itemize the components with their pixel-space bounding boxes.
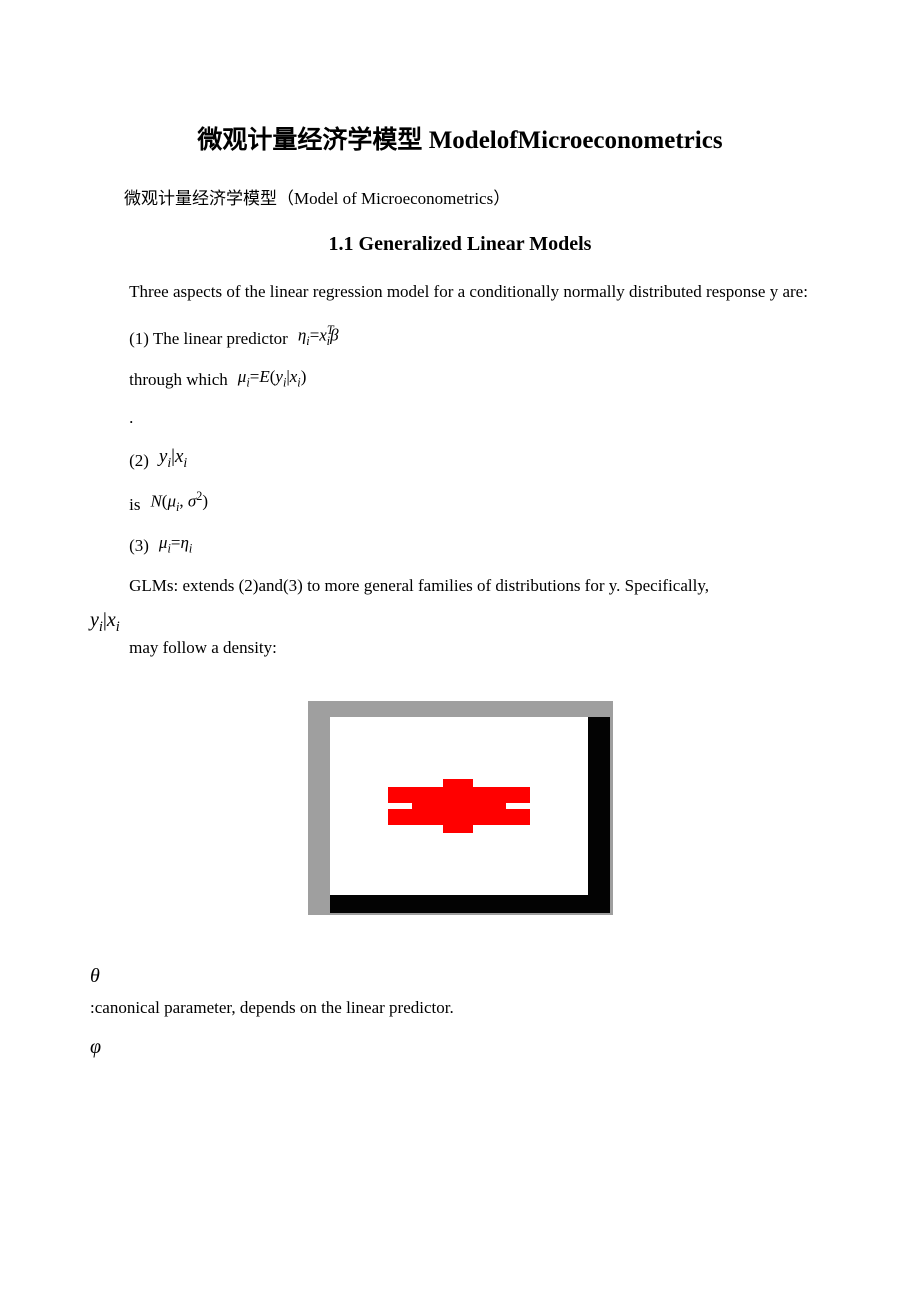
mu: μ: [167, 492, 176, 511]
sub-i2: i: [116, 619, 120, 635]
section-heading: 1.1 Generalized Linear Models: [90, 233, 830, 256]
sub-i2: i: [183, 455, 187, 470]
y: y: [275, 367, 283, 386]
item-3-prefix: (3): [129, 536, 149, 556]
is-line: is N(μi, σ2): [129, 489, 830, 515]
beta: β: [330, 325, 338, 344]
theta-symbol: θ: [90, 965, 830, 988]
N: N: [150, 492, 161, 511]
dot-line: .: [129, 408, 830, 428]
y: y: [90, 609, 99, 631]
through-which-formula: μi=E(yi|xi): [238, 367, 307, 390]
equals: =: [310, 325, 320, 344]
subtitle-line: 微观计量经济学模型（Model of Microeconometrics）: [90, 184, 830, 209]
phi-symbol: φ: [90, 1036, 830, 1059]
item-3-formula: μi=ηi: [159, 533, 192, 556]
E: E: [259, 367, 269, 386]
rparen: ): [202, 492, 208, 511]
comma: ,: [179, 492, 188, 511]
is-text: is: [129, 495, 140, 515]
sub-i2: i: [189, 541, 192, 555]
glm-paragraph: GLMs: extends (2)and(3) to more general …: [90, 574, 830, 599]
item-1: (1) The linear predictor ηi=xTiβ: [129, 323, 830, 349]
equals: =: [250, 367, 260, 386]
subtitle-en: Model of Microeconometrics: [294, 189, 493, 208]
eta: η: [180, 533, 188, 552]
rparen: ): [301, 367, 307, 386]
item-1-prefix: (1) The linear predictor: [129, 329, 288, 349]
item-2-prefix: (2): [129, 451, 149, 471]
x: x: [319, 325, 327, 344]
document-page: 微观计量经济学模型 ModelofMicroeconometrics 微观计量经…: [0, 0, 920, 1125]
item-1-formula: ηi=xTiβ: [298, 323, 339, 349]
is-formula: N(μi, σ2): [150, 489, 208, 515]
theta-description: :canonical parameter, depends on the lin…: [90, 998, 830, 1018]
placeholder-icon: [308, 701, 613, 915]
may-follow: may follow a density:: [90, 636, 830, 661]
intro-paragraph: Three aspects of the linear regression m…: [90, 280, 830, 305]
through-which-text: through which: [129, 370, 228, 390]
item-2-formula: yi|xi: [159, 446, 187, 471]
glm-text: GLMs: extends (2)and(3) to more general …: [129, 576, 709, 595]
item-3: (3) μi=ηi: [129, 533, 830, 556]
glm-inline-formula: yi|xi: [90, 609, 830, 636]
subtitle-close: ）: [493, 189, 510, 208]
item-2: (2) yi|xi: [129, 446, 830, 471]
title-zh: 微观计量经济学模型: [197, 127, 422, 154]
page-title: 微观计量经济学模型 ModelofMicroeconometrics: [90, 120, 830, 156]
x: x: [107, 609, 116, 631]
placeholder-image-block: [90, 701, 830, 915]
through-which-line: through which μi=E(yi|xi): [129, 367, 830, 390]
title-en: ModelofMicroeconometrics: [422, 127, 722, 154]
subtitle-zh: 微观计量经济学模型（: [124, 189, 294, 208]
